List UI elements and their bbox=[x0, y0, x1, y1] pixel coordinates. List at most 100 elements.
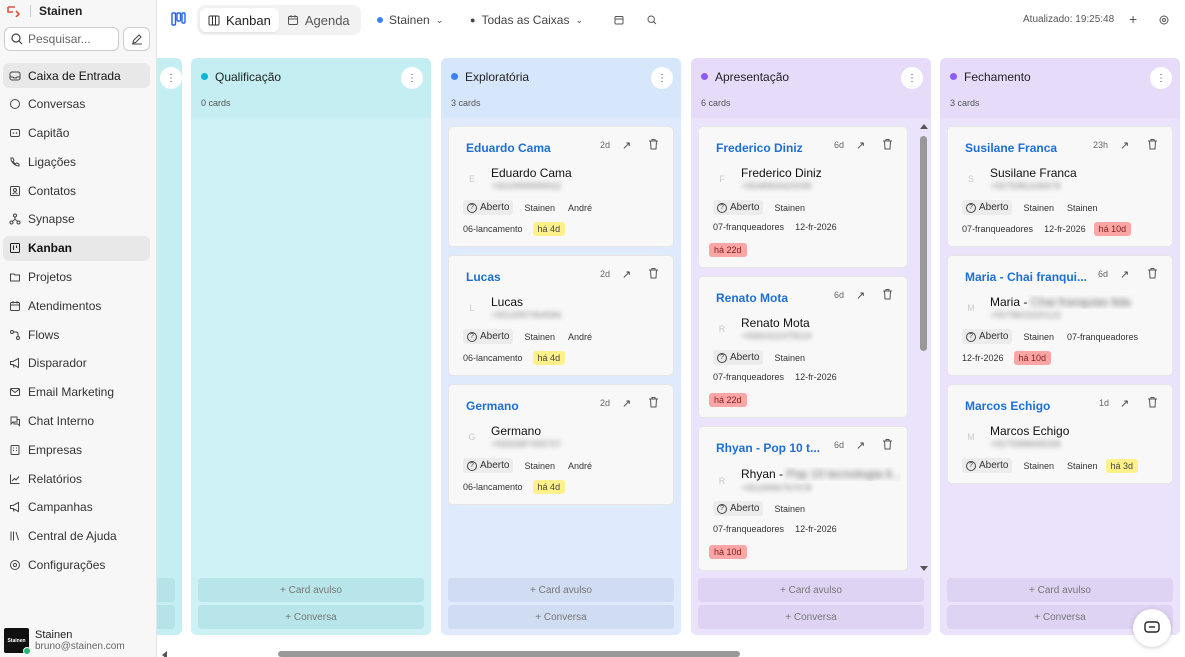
column-scrollbar[interactable] bbox=[917, 121, 931, 578]
compose-button[interactable] bbox=[123, 27, 150, 51]
sidebar-item-email-marketing[interactable]: Email Marketing bbox=[3, 380, 150, 405]
search-input[interactable] bbox=[28, 32, 116, 46]
contact-phone: +5548994420099 bbox=[741, 181, 812, 191]
tab-kanban[interactable]: Kanban bbox=[200, 8, 279, 32]
add-conversation-button-partial[interactable] bbox=[157, 605, 175, 629]
add-conversation-button[interactable]: + Conversa bbox=[198, 605, 424, 629]
card-meta-row: ? Aberto Stainen André bbox=[463, 458, 592, 473]
sidebar-item-projetos[interactable]: Projetos bbox=[3, 265, 150, 290]
trash-icon[interactable] bbox=[1147, 267, 1158, 279]
scroll-up-arrow-icon[interactable] bbox=[917, 121, 931, 131]
search-box[interactable] bbox=[4, 27, 119, 51]
chat-widget-button[interactable] bbox=[1133, 609, 1171, 647]
settings-icon[interactable] bbox=[1159, 15, 1169, 25]
add-card-button-partial[interactable] bbox=[157, 578, 175, 602]
column-menu-button[interactable]: ⋮ bbox=[651, 67, 673, 89]
add-conversation-button[interactable]: + Conversa bbox=[448, 605, 674, 629]
sidebar-item-conversas[interactable]: Conversas bbox=[3, 92, 150, 117]
sidebar-item-kanban[interactable]: Kanban bbox=[3, 235, 150, 261]
open-external-icon[interactable]: ↗ bbox=[622, 398, 632, 410]
add-card-button[interactable]: + Card avulso bbox=[198, 578, 424, 602]
kanban-card[interactable]: Lucas 2d ↗ L Lucas +5514997464584 ? Abert… bbox=[448, 255, 674, 376]
sidebar-item-empresas[interactable]: Empresas bbox=[3, 437, 150, 462]
card-title[interactable]: Lucas bbox=[466, 270, 501, 284]
column-header: Fechamento 3 cards ⋮ bbox=[940, 58, 1180, 118]
kanban-card[interactable]: Marcos Echigo 1d ↗ M Marcos Echigo +5579… bbox=[947, 384, 1173, 484]
brand: Stainen bbox=[6, 3, 82, 19]
trash-icon[interactable] bbox=[648, 138, 659, 150]
column-menu-button[interactable]: ⋮ bbox=[1150, 67, 1172, 89]
column-title: Exploratória bbox=[465, 70, 530, 84]
calendar-filter-icon[interactable] bbox=[614, 15, 624, 25]
trash-icon[interactable] bbox=[1147, 138, 1158, 150]
column-menu-button[interactable]: ⋮ bbox=[401, 67, 423, 89]
trash-icon[interactable] bbox=[882, 138, 893, 150]
open-external-icon[interactable]: ↗ bbox=[856, 290, 866, 302]
tab-agenda[interactable]: Agenda bbox=[279, 8, 358, 32]
sidebar-item-atendimentos[interactable]: Atendimentos bbox=[3, 293, 150, 318]
user-profile[interactable]: Stainen Stainen bruno@stainen.com bbox=[4, 628, 125, 655]
open-external-icon[interactable]: ↗ bbox=[856, 140, 866, 152]
column-scrollbar-thumb[interactable] bbox=[920, 136, 927, 351]
card-title[interactable]: Germano bbox=[466, 399, 519, 413]
board-horizontal-scrollbar[interactable] bbox=[160, 648, 1180, 657]
agent-name: Stainen bbox=[1023, 202, 1054, 213]
card-title[interactable]: Marcos Echigo bbox=[965, 399, 1051, 413]
sidebar-item-synapse[interactable]: Synapse bbox=[3, 207, 150, 232]
account-select[interactable]: Stainen ⌄ bbox=[377, 13, 443, 27]
open-external-icon[interactable]: ↗ bbox=[856, 440, 866, 452]
sidebar-item-campanhas[interactable]: Campanhas bbox=[3, 495, 150, 520]
card-title[interactable]: Rhyan - Pop 10 t... bbox=[716, 441, 821, 455]
inbox-filter-select[interactable]: ● Todas as Caixas ⌄ bbox=[470, 13, 583, 27]
scroll-down-arrow-icon[interactable] bbox=[917, 564, 931, 574]
trash-icon[interactable] bbox=[1147, 396, 1158, 408]
kanban-card[interactable]: Frederico Diniz 6d ↗ F Frederico Diniz +… bbox=[698, 126, 908, 268]
open-external-icon[interactable]: ↗ bbox=[1120, 269, 1130, 281]
sidebar-item-contatos[interactable]: Contatos bbox=[3, 178, 150, 203]
sidebar-item-capitao[interactable]: Capitão bbox=[3, 121, 150, 146]
add-icon[interactable]: + bbox=[1129, 11, 1138, 27]
sidebar-item-flows[interactable]: Flows bbox=[3, 322, 150, 347]
kanban-card[interactable]: Eduardo Cama 2d ↗ E Eduardo Cama +551999… bbox=[448, 126, 674, 247]
open-external-icon[interactable]: ↗ bbox=[622, 140, 632, 152]
card-title[interactable]: Maria - Chai franqui... bbox=[965, 270, 1087, 284]
kanban-card[interactable]: Susilane Franca 23h ↗ S Susilane Franca … bbox=[947, 126, 1173, 247]
sidebar-item-chat-interno[interactable]: Chat Interno bbox=[3, 409, 150, 434]
sidebar-item-disparador[interactable]: Disparador bbox=[3, 351, 150, 376]
sidebar-item-relatorios[interactable]: Relatórios bbox=[3, 466, 150, 491]
column-body: Eduardo Cama 2d ↗ E Eduardo Cama +551999… bbox=[441, 118, 681, 635]
open-external-icon[interactable]: ↗ bbox=[1120, 398, 1130, 410]
kanban-card[interactable]: Maria - Chai franqui... 6d ↗ M Maria - C… bbox=[947, 255, 1173, 376]
open-external-icon[interactable]: ↗ bbox=[622, 269, 632, 281]
user-name: Stainen bbox=[35, 628, 73, 641]
trash-icon[interactable] bbox=[882, 438, 893, 450]
add-card-button[interactable]: + Card avulso bbox=[698, 578, 924, 602]
scroll-left-arrow-icon[interactable] bbox=[160, 650, 170, 657]
trash-icon[interactable] bbox=[882, 288, 893, 300]
card-title[interactable]: Renato Mota bbox=[716, 291, 788, 305]
board-horizontal-scrollbar-thumb[interactable] bbox=[278, 651, 740, 657]
column-menu-button[interactable]: ⋮ bbox=[901, 67, 923, 89]
card-title[interactable]: Frederico Diniz bbox=[716, 141, 803, 155]
column-menu-button[interactable]: ⋮ bbox=[160, 67, 182, 89]
trash-icon[interactable] bbox=[648, 396, 659, 408]
kanban-card[interactable]: Renato Mota 6d ↗ R Renato Mota +55819223… bbox=[698, 276, 908, 418]
search-icon[interactable] bbox=[647, 15, 657, 25]
add-card-button[interactable]: + Card avulso bbox=[448, 578, 674, 602]
card-tag-row: 07-franqueadores 12-fr-2026 há 10d bbox=[962, 222, 1132, 236]
open-external-icon[interactable]: ↗ bbox=[1120, 140, 1130, 152]
trash-icon[interactable] bbox=[648, 267, 659, 279]
sidebar-item-ligacoes[interactable]: Ligações bbox=[3, 149, 150, 174]
sidebar-item-central-de-ajuda[interactable]: Central de Ajuda bbox=[3, 524, 150, 549]
kanban-card[interactable]: Rhyan - Pop 10 t... 6d ↗ R Rhyan - Pop 1… bbox=[698, 426, 908, 571]
age-badge: há 4d bbox=[532, 351, 566, 365]
kanban-card[interactable]: Germano 2d ↗ G Germano +5565987395707 ? A… bbox=[448, 384, 674, 505]
card-title[interactable]: Eduardo Cama bbox=[466, 141, 551, 155]
card-age: 2d bbox=[600, 140, 611, 150]
sidebar-item-configuracoes[interactable]: Configurações bbox=[3, 553, 150, 578]
card-title[interactable]: Susilane Franca bbox=[965, 141, 1058, 155]
sidebar-item-caixa-de-entrada[interactable]: Caixa de Entrada bbox=[3, 63, 150, 88]
add-conversation-button[interactable]: + Conversa bbox=[698, 605, 924, 629]
add-card-button[interactable]: + Card avulso bbox=[947, 578, 1173, 602]
age-badge: há 10d bbox=[709, 545, 747, 559]
